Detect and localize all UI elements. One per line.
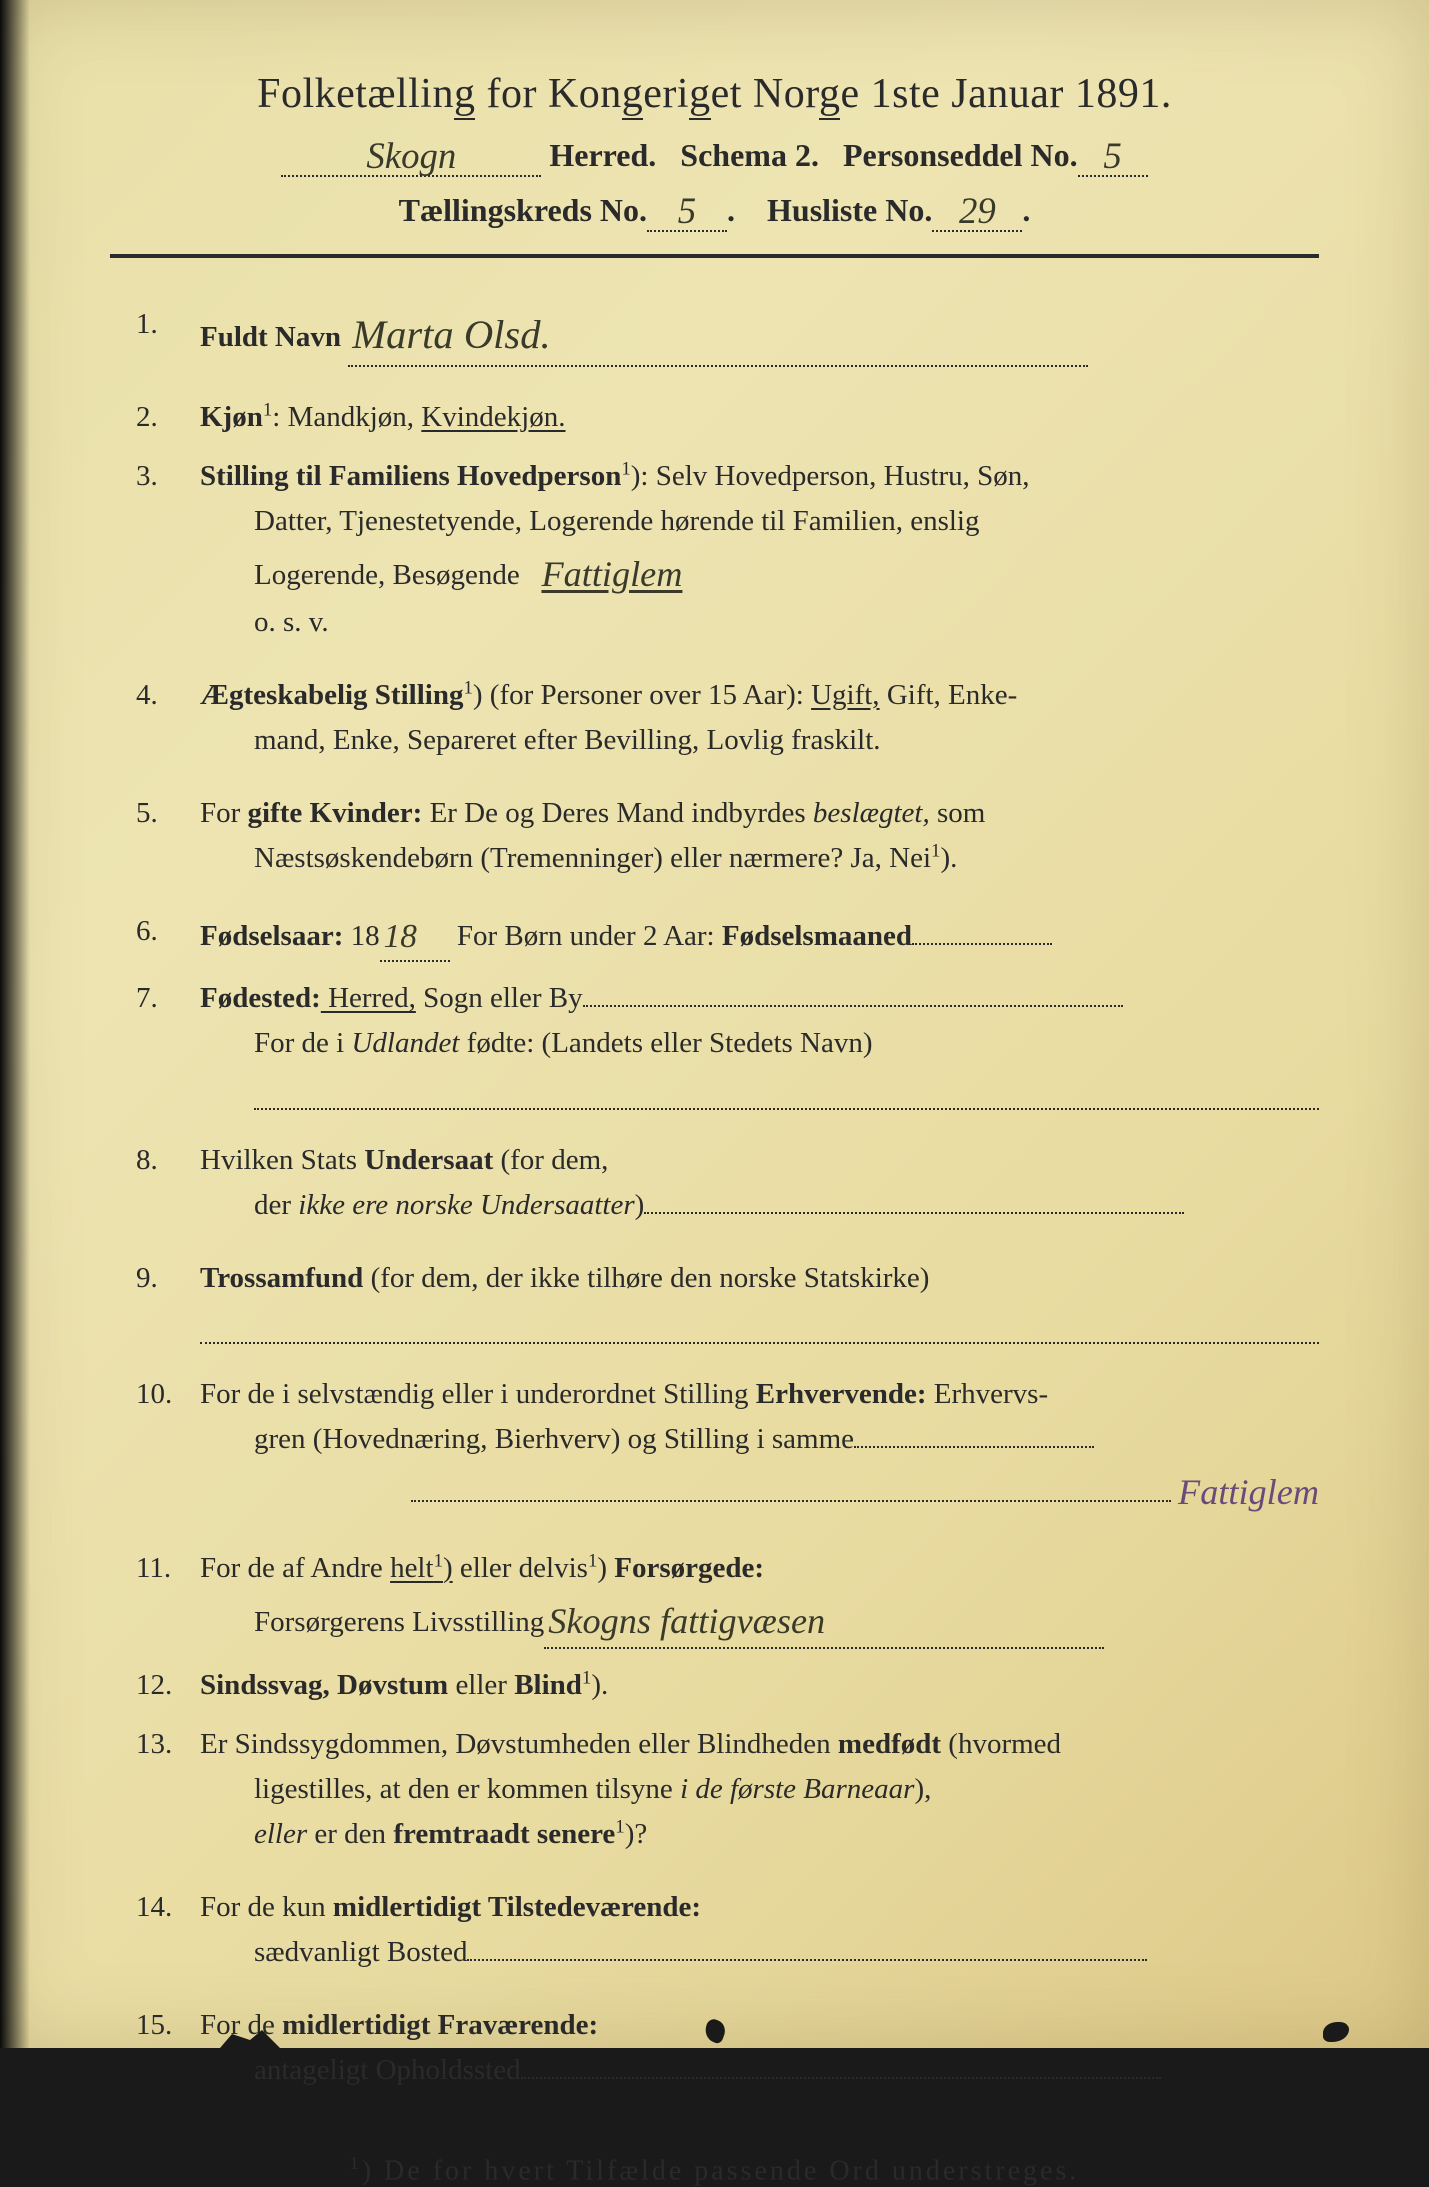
form-title: Folketælling for Kongeriget Norge 1ste J…	[100, 70, 1329, 118]
form-header: Folketælling for Kongeriget Norge 1ste J…	[100, 70, 1329, 232]
item-3: 3. Stilling til Familiens Hovedperson1):…	[136, 454, 1319, 645]
husliste-no-field: 29	[932, 187, 1022, 232]
stilling-handwriting: Fattiglem	[541, 546, 682, 602]
item-5: 5. For gifte Kvinder: Er De og Deres Man…	[136, 791, 1319, 881]
selected-kvindekjon: Kvindekjøn.	[421, 401, 565, 433]
form-items: 1. Fuldt Navn Marta Olsd. 2. Kjøn1: Mand…	[100, 302, 1329, 2093]
header-line-2: Skogn Herred. Schema 2. Personseddel No.…	[100, 132, 1329, 177]
item-4: 4. Ægteskabelig Stilling1) (for Personer…	[136, 673, 1319, 763]
item-9: 9. Trossamfund (for dem, der ikke tilhør…	[136, 1256, 1319, 1344]
footnote: 1) De for hvert Tilfælde passende Ord un…	[100, 2153, 1329, 2187]
header-line-3: Tællingskreds No.5. Husliste No.29.	[100, 187, 1329, 232]
herred-handwriting: Skogn	[366, 134, 456, 177]
personseddel-no-field: 5	[1078, 132, 1148, 177]
item-1: 1. Fuldt Navn Marta Olsd.	[136, 302, 1319, 367]
item-10: 10. For de i selvstændig eller i underor…	[136, 1372, 1319, 1518]
birth-year-field: 18	[380, 909, 450, 963]
item-12: 12. Sindssvag, Døvstum eller Blind1).	[136, 1663, 1319, 1708]
item-8: 8. Hvilken Stats Undersaat (for dem, der…	[136, 1138, 1319, 1228]
item-2: 2. Kjøn1: Mandkjøn, Kvindekjøn.	[136, 395, 1319, 440]
census-form-page: Folketælling for Kongeriget Norge 1ste J…	[0, 0, 1429, 2048]
taellingskreds-no-field: 5	[647, 187, 727, 232]
full-name-field: Marta Olsd.	[348, 302, 1088, 367]
ink-blot-2	[1323, 2022, 1349, 2042]
selected-ugift: Ugift,	[811, 679, 879, 711]
item-6: 6. Fødselsaar: 1818 For Børn under 2 Aar…	[136, 909, 1319, 963]
item-13: 13. Er Sindssygdommen, Døvstumheden elle…	[136, 1722, 1319, 1857]
header-rule	[110, 254, 1319, 258]
trossamfund-line	[200, 1300, 1319, 1344]
item-7: 7. Fødested: Herred, Sogn eller By For d…	[136, 976, 1319, 1109]
item-11: 11. For de af Andre helt1) eller delvis1…	[136, 1546, 1319, 1649]
herred-field: Skogn	[281, 132, 541, 177]
item-14: 14. For de kun midlertidigt Tilstedevære…	[136, 1885, 1319, 1975]
birthplace-abroad-line	[254, 1066, 1319, 1110]
erhverv-handwriting: Fattiglem	[1178, 1464, 1319, 1520]
selected-herred: Herred,	[321, 982, 416, 1014]
forsorger-field: Skogns fattigvæsen	[544, 1591, 1104, 1649]
